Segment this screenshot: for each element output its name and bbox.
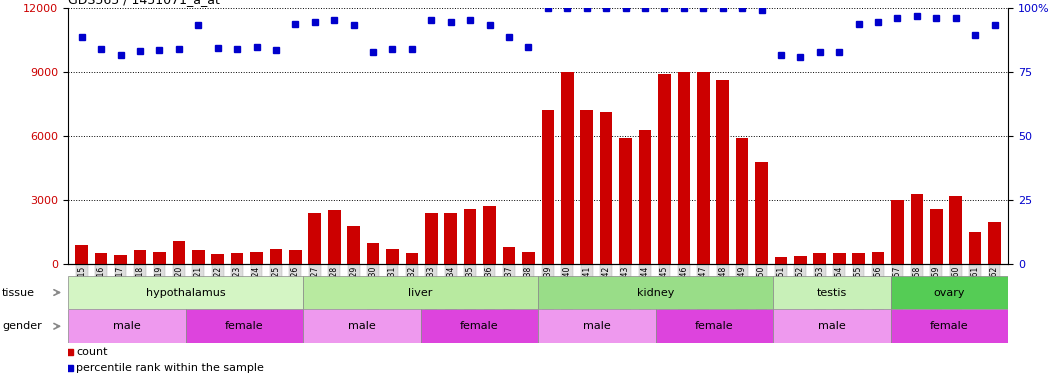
Bar [386,249,399,264]
Bar [231,253,243,264]
Bar [968,232,982,264]
Bar [134,251,147,264]
Bar [542,110,554,264]
Bar [75,245,88,264]
Bar [833,253,846,264]
Bar [425,213,438,264]
Bar [930,209,942,264]
Bar [185,309,303,343]
Bar [444,213,457,264]
Bar [289,251,302,264]
Bar [308,213,321,264]
Bar [736,138,748,264]
Text: hypothalamus: hypothalamus [146,288,225,297]
Bar [483,206,496,264]
Bar [852,253,865,264]
Bar [717,80,729,264]
Bar [503,247,516,264]
Bar [988,222,1001,264]
Bar [420,309,538,343]
Bar [68,309,185,343]
Bar [677,72,691,264]
Text: male: male [348,321,376,331]
Bar [114,255,127,264]
Bar [561,72,573,264]
Bar [269,249,282,264]
Bar [638,129,651,264]
Text: count: count [77,347,108,357]
Text: GDS565 / 1451071_a_at: GDS565 / 1451071_a_at [68,0,220,6]
Text: kidney: kidney [637,288,674,297]
Bar [303,309,420,343]
Text: female: female [931,321,968,331]
Text: male: male [818,321,846,331]
Bar [891,276,1008,309]
Bar [619,138,632,264]
Bar [773,276,891,309]
Bar [94,253,108,264]
Bar [173,241,185,264]
Bar [250,252,263,264]
Text: ovary: ovary [934,288,965,297]
Bar [406,253,418,264]
Bar [891,309,1008,343]
Text: percentile rank within the sample: percentile rank within the sample [77,363,264,373]
Bar [328,210,341,264]
Bar [153,252,166,264]
Bar [581,110,593,264]
Text: female: female [460,321,499,331]
Bar [773,309,891,343]
Bar [538,276,773,309]
Text: female: female [225,321,264,331]
Text: tissue: tissue [2,288,35,297]
Bar [794,256,807,264]
Bar [891,200,903,264]
Bar [697,72,709,264]
Bar [464,209,477,264]
Bar [911,194,923,264]
Bar [522,252,534,264]
Bar [756,162,768,264]
Bar [367,243,379,264]
Text: female: female [695,321,734,331]
Text: gender: gender [2,321,42,331]
Bar [872,252,885,264]
Bar [949,196,962,264]
Text: testis: testis [816,288,847,297]
Bar [192,251,204,264]
Bar [212,254,224,264]
Text: male: male [113,321,140,331]
Bar [599,112,612,264]
Bar [658,74,671,264]
Bar [813,253,826,264]
Bar [347,226,359,264]
Bar [656,309,773,343]
Bar [538,309,656,343]
Text: liver: liver [409,288,433,297]
Text: male: male [583,321,611,331]
Bar [774,257,787,264]
Bar [303,276,539,309]
Bar [68,276,303,309]
